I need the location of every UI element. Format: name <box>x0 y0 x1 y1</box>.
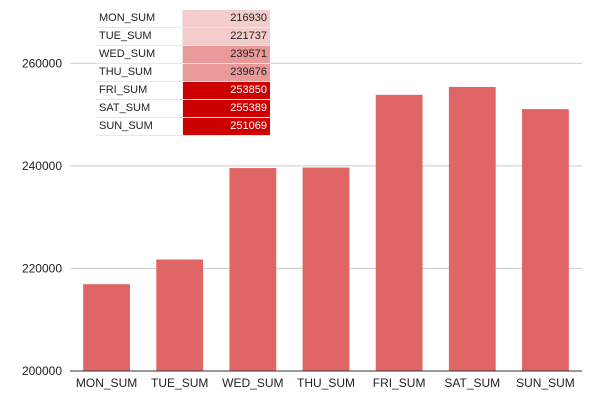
x-tick-label: WED_SUM <box>222 376 283 390</box>
y-axis-ticks: 200000 220000 240000 260000 <box>22 56 62 378</box>
table-cell-value: 239676 <box>182 63 270 82</box>
y-tick-label: 240000 <box>22 159 62 173</box>
table-row: MON_SUM 216930 <box>96 10 270 28</box>
table-cell-name: THU_SUM <box>96 63 183 82</box>
y-tick-label: 220000 <box>22 261 62 275</box>
bar-sat-sum <box>448 86 496 371</box>
x-tick-label: MON_SUM <box>76 376 137 390</box>
x-tick-label: SUN_SUM <box>516 376 575 390</box>
table-body: MON_SUM 216930 TUE_SUM 221737 WED_SUM 239571 T… <box>96 10 270 136</box>
table-row: THU_SUM 239676 <box>96 63 270 82</box>
y-tick-label: 260000 <box>22 56 62 70</box>
table-cell-name: MON_SUM <box>96 10 183 28</box>
y-tick-label: 200000 <box>22 364 62 378</box>
table-cell-name: WED_SUM <box>96 45 183 64</box>
bar-sun-sum <box>522 109 569 371</box>
table-cell-value: 221737 <box>182 27 270 46</box>
table-cell-value: 216930 <box>182 10 270 28</box>
table-row: WED_SUM 239571 <box>96 45 270 64</box>
table-cell-name: TUE_SUM <box>96 27 183 46</box>
table-row: FRI_SUM 253850 <box>96 81 270 100</box>
x-axis-labels: MON_SUM TUE_SUM WED_SUM THU_SUM FRI_SUM SAT_S… <box>76 376 575 390</box>
x-tick-label: THU_SUM <box>297 376 355 390</box>
table-row: SAT_SUM 255389 <box>96 99 270 118</box>
table-cell-value: 239571 <box>182 45 270 64</box>
table-cell-value: 253850 <box>182 81 270 100</box>
table-cell-name: SUN_SUM <box>96 117 183 136</box>
bars <box>83 86 569 372</box>
bar-mon-sum <box>83 284 130 371</box>
bar-wed-sum <box>229 168 277 371</box>
table-cell-name: SAT_SUM <box>96 99 183 118</box>
table-cell-name: FRI_SUM <box>96 81 183 100</box>
bar-thu-sum <box>302 167 350 371</box>
table-cell-value: 255389 <box>182 99 270 118</box>
bar-tue-sum <box>156 259 204 371</box>
x-tick-label: SAT_SUM <box>444 376 500 390</box>
x-tick-label: TUE_SUM <box>151 376 208 390</box>
table-row: TUE_SUM 221737 <box>96 27 270 46</box>
data-table: MON_SUM 216930 TUE_SUM 221737 WED_SUM 239571 T… <box>96 10 270 136</box>
x-tick-label: FRI_SUM <box>373 376 426 390</box>
table-cell-value: 251069 <box>182 117 270 136</box>
table-row: SUN_SUM 251069 <box>96 117 270 136</box>
bar-fri-sum <box>375 94 423 372</box>
